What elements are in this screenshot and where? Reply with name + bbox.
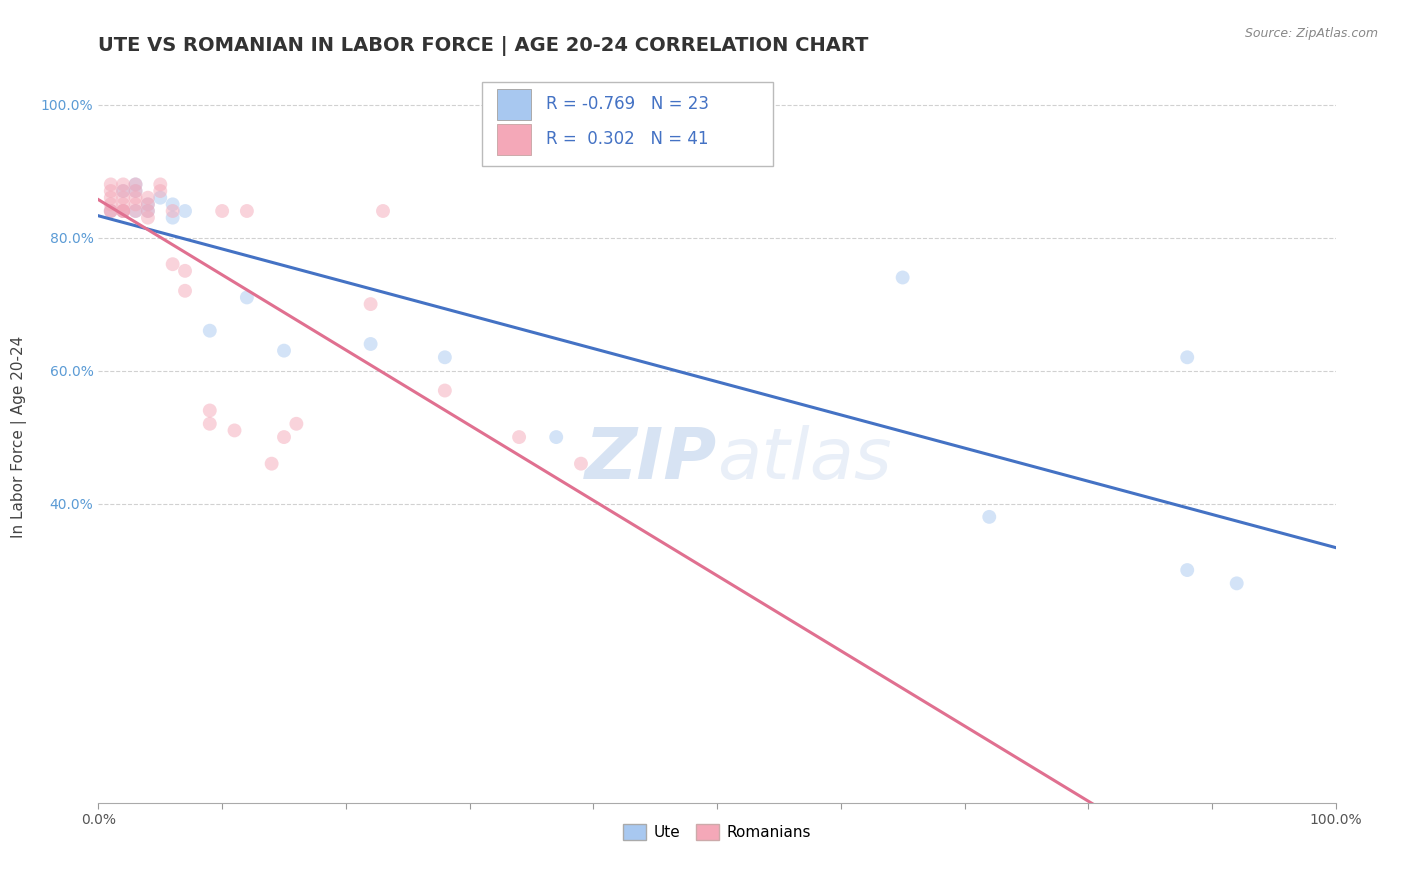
Point	[100, 204, 122, 219]
Point	[124, 204, 146, 219]
Point	[162, 257, 184, 271]
Point	[124, 178, 146, 192]
Point	[136, 211, 159, 225]
Point	[112, 178, 135, 192]
Y-axis label: In Labor Force | Age 20-24: In Labor Force | Age 20-24	[11, 336, 27, 538]
Point	[273, 430, 295, 444]
Point	[149, 184, 172, 198]
FancyBboxPatch shape	[496, 124, 531, 154]
Point	[211, 204, 233, 219]
Point	[285, 417, 308, 431]
Point	[100, 191, 122, 205]
Point	[174, 284, 197, 298]
Point	[112, 204, 135, 219]
Text: R = -0.769   N = 23: R = -0.769 N = 23	[547, 95, 709, 113]
Point	[162, 211, 184, 225]
Point	[112, 197, 135, 211]
Point	[100, 197, 122, 211]
Point	[100, 178, 122, 192]
Text: UTE VS ROMANIAN IN LABOR FORCE | AGE 20-24 CORRELATION CHART: UTE VS ROMANIAN IN LABOR FORCE | AGE 20-…	[98, 36, 869, 55]
Point	[236, 290, 259, 304]
Text: ZIP: ZIP	[585, 425, 717, 493]
Point	[136, 204, 159, 219]
Point	[260, 457, 283, 471]
Legend: Ute, Romanians: Ute, Romanians	[617, 818, 817, 847]
Point	[1226, 576, 1249, 591]
Point	[360, 297, 382, 311]
Text: atlas: atlas	[717, 425, 891, 493]
Point	[112, 204, 135, 219]
Point	[360, 337, 382, 351]
Point	[433, 351, 456, 365]
Point	[112, 204, 135, 219]
Point	[124, 204, 146, 219]
FancyBboxPatch shape	[482, 82, 773, 167]
Text: R =  0.302   N = 41: R = 0.302 N = 41	[547, 130, 709, 148]
Point	[273, 343, 295, 358]
Point	[508, 430, 530, 444]
Text: Source: ZipAtlas.com: Source: ZipAtlas.com	[1244, 27, 1378, 40]
Point	[224, 424, 246, 438]
FancyBboxPatch shape	[496, 89, 531, 120]
Point	[124, 191, 146, 205]
Point	[100, 184, 122, 198]
Point	[112, 184, 135, 198]
Point	[1175, 351, 1198, 365]
Point	[149, 178, 172, 192]
Point	[371, 204, 394, 219]
Point	[136, 197, 159, 211]
Point	[174, 204, 197, 219]
Point	[569, 457, 592, 471]
Point	[149, 191, 172, 205]
Point	[136, 191, 159, 205]
Point	[433, 384, 456, 398]
Point	[162, 197, 184, 211]
Point	[162, 204, 184, 219]
Point	[198, 403, 221, 417]
Point	[546, 430, 568, 444]
Point	[124, 197, 146, 211]
Point	[124, 184, 146, 198]
Point	[124, 178, 146, 192]
Point	[198, 324, 221, 338]
Point	[174, 264, 197, 278]
Point	[198, 417, 221, 431]
Point	[1175, 563, 1198, 577]
Point	[136, 197, 159, 211]
Point	[979, 509, 1001, 524]
Point	[100, 204, 122, 219]
Point	[124, 184, 146, 198]
Point	[136, 204, 159, 219]
Point	[112, 184, 135, 198]
Point	[100, 204, 122, 219]
Point	[112, 191, 135, 205]
Point	[236, 204, 259, 219]
Point	[112, 204, 135, 219]
Point	[891, 270, 914, 285]
